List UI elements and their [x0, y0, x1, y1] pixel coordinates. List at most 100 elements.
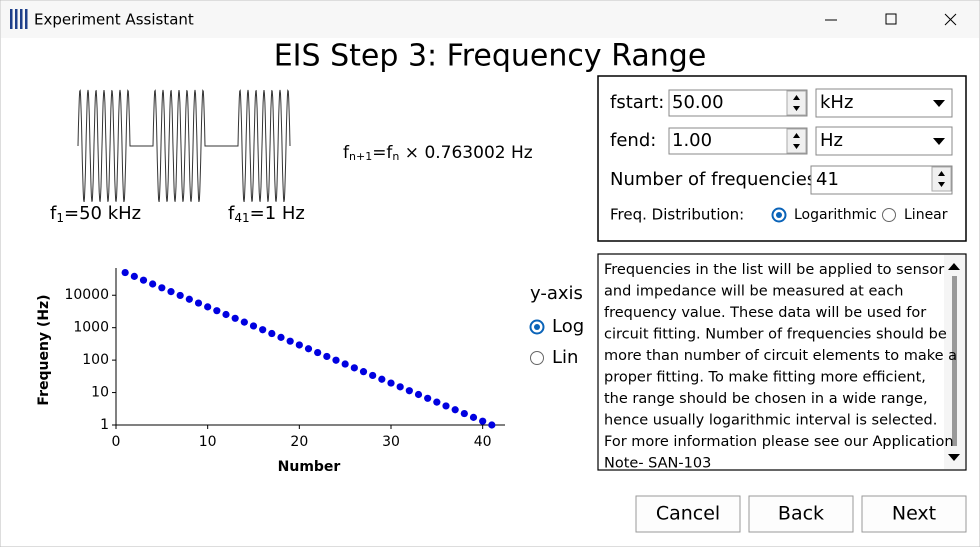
info-line: hence usually logarithmic interval is se… — [604, 413, 937, 429]
fstart-unit-select[interactable] — [815, 88, 953, 118]
data-point — [268, 329, 276, 338]
info-line: frequency value. These data will be used… — [604, 305, 926, 321]
data-point — [158, 284, 166, 292]
info-line: the range should be chosen in a wide ran… — [604, 391, 928, 407]
fstart-input[interactable] — [668, 89, 808, 117]
spin-button[interactable] — [786, 90, 807, 116]
end-label: f41=1 Hz — [228, 203, 305, 225]
data-point — [469, 413, 478, 421]
data-point — [185, 295, 193, 303]
y-tick-label: 10000 — [64, 287, 109, 303]
data-point — [121, 268, 129, 277]
data-point — [378, 375, 386, 383]
data-point — [451, 406, 459, 414]
data-point — [396, 383, 404, 391]
info-line: Frequencies in the list will be applied … — [604, 262, 944, 278]
info-box — [597, 253, 967, 471]
button[interactable] — [748, 495, 854, 533]
distribution-label: Freq. Distribution: — [610, 206, 744, 224]
fstart-label: fstart: — [610, 92, 664, 113]
data-point — [249, 322, 258, 330]
x-tick-label: 40 — [474, 434, 492, 450]
data-point — [479, 417, 487, 425]
fstart-unit: kHz — [820, 92, 853, 113]
x-axis-label: Number — [278, 459, 341, 475]
data-point — [231, 314, 239, 322]
y-tick-label: 100 — [82, 352, 109, 368]
info-line: and impedance will be measured at each — [604, 284, 903, 300]
data-point — [259, 326, 267, 334]
fend-unit-select[interactable] — [815, 126, 953, 156]
spin-arrows[interactable] — [938, 171, 945, 187]
radio-dot — [534, 324, 540, 330]
data-point — [414, 390, 423, 399]
data-point — [304, 345, 313, 353]
spin-button[interactable] — [931, 166, 952, 192]
data-point — [460, 409, 468, 418]
data-point — [341, 360, 349, 368]
data-point — [405, 387, 413, 395]
data-point — [213, 307, 221, 315]
yaxis-option: Lin — [552, 347, 578, 368]
data-point — [359, 368, 368, 376]
fend-value: 1.00 — [672, 130, 712, 151]
data-point — [323, 352, 331, 361]
count-label: Number of frequencies: — [610, 169, 822, 190]
title-bar — [1, 1, 979, 38]
fstart-value: 50.00 — [672, 92, 724, 113]
info-line: For more information please see our Appl… — [604, 434, 954, 450]
heading: EIS Step 3: Frequency Range — [274, 39, 707, 74]
data-point — [277, 333, 285, 341]
app-icon — [10, 9, 28, 29]
button-label: Next — [892, 503, 936, 525]
data-point — [424, 394, 432, 402]
start-label: f1=50 kHz — [50, 203, 141, 225]
y-axis-label: Frequeny (Hz) — [36, 294, 52, 405]
settings-panel — [597, 75, 967, 242]
y-tick-label: 1000 — [73, 320, 109, 336]
scroll-thumb[interactable] — [952, 276, 957, 446]
distribution-option: Logarithmic — [794, 207, 877, 223]
distribution-option: Linear — [904, 207, 948, 223]
data-point — [387, 379, 395, 387]
dropdown-arrow[interactable] — [933, 138, 945, 145]
x-tick-label: 0 — [112, 434, 121, 450]
spin-arrows[interactable] — [793, 95, 800, 111]
radio-button[interactable] — [530, 351, 544, 365]
spin-arrows[interactable] — [793, 133, 800, 149]
data-point — [222, 310, 230, 319]
fend-label: fend: — [610, 130, 656, 151]
yaxis-option: Log — [552, 316, 584, 337]
data-point — [240, 318, 248, 326]
y-tick-label: 10 — [91, 385, 109, 401]
data-point — [442, 402, 450, 410]
button-label: Cancel — [656, 503, 720, 525]
info-line: proper fitting. To make fitting more eff… — [604, 370, 926, 386]
radio-dot — [776, 212, 782, 218]
fend-unit: Hz — [820, 130, 843, 151]
close-button[interactable] — [944, 13, 957, 26]
maximize-button[interactable] — [885, 13, 897, 25]
spin-button[interactable] — [786, 128, 807, 154]
dropdown-arrow[interactable] — [933, 100, 945, 107]
fend-input[interactable] — [668, 127, 808, 155]
data-point — [176, 291, 184, 300]
data-point — [350, 364, 358, 372]
radio-button[interactable] — [882, 208, 896, 222]
data-point — [149, 280, 157, 288]
button[interactable] — [635, 495, 741, 533]
data-point — [286, 337, 294, 345]
data-point — [204, 303, 212, 311]
data-point — [314, 348, 322, 357]
data-point — [167, 288, 175, 296]
info-line: more than number of circuit elements to … — [604, 348, 957, 364]
data-point — [295, 341, 303, 349]
data-point — [433, 398, 441, 406]
data-point — [139, 276, 148, 284]
button[interactable] — [861, 495, 967, 533]
count-input[interactable] — [810, 165, 953, 195]
waveform — [77, 89, 291, 203]
x-tick-label: 30 — [382, 434, 400, 450]
data-point — [369, 371, 377, 380]
